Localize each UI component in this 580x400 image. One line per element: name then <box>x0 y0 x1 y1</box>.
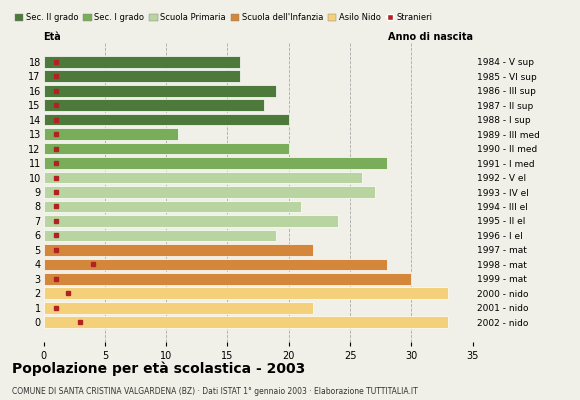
Text: COMUNE DI SANTA CRISTINA VALGARDENA (BZ) · Dati ISTAT 1° gennaio 2003 · Elaboraz: COMUNE DI SANTA CRISTINA VALGARDENA (BZ)… <box>12 387 418 396</box>
Bar <box>44 56 240 68</box>
Bar <box>44 316 448 328</box>
Bar <box>44 230 277 242</box>
Bar <box>44 157 387 169</box>
Text: Popolazione per età scolastica - 2003: Popolazione per età scolastica - 2003 <box>12 362 305 376</box>
Legend: Sec. II grado, Sec. I grado, Scuola Primaria, Scuola dell'Infanzia, Asilo Nido, : Sec. II grado, Sec. I grado, Scuola Prim… <box>12 10 436 26</box>
Bar <box>44 114 289 126</box>
Text: Età: Età <box>44 32 61 42</box>
Bar <box>44 288 448 299</box>
Bar <box>44 128 179 140</box>
Bar <box>44 215 338 227</box>
Bar <box>44 99 264 111</box>
Bar <box>44 85 277 96</box>
Bar <box>44 244 313 256</box>
Bar <box>44 302 313 314</box>
Bar <box>44 142 289 154</box>
Text: Anno di nascita: Anno di nascita <box>387 32 473 42</box>
Bar <box>44 258 387 270</box>
Bar <box>44 172 362 184</box>
Bar <box>44 186 375 198</box>
Bar <box>44 273 411 285</box>
Bar <box>44 200 301 212</box>
Bar <box>44 70 240 82</box>
